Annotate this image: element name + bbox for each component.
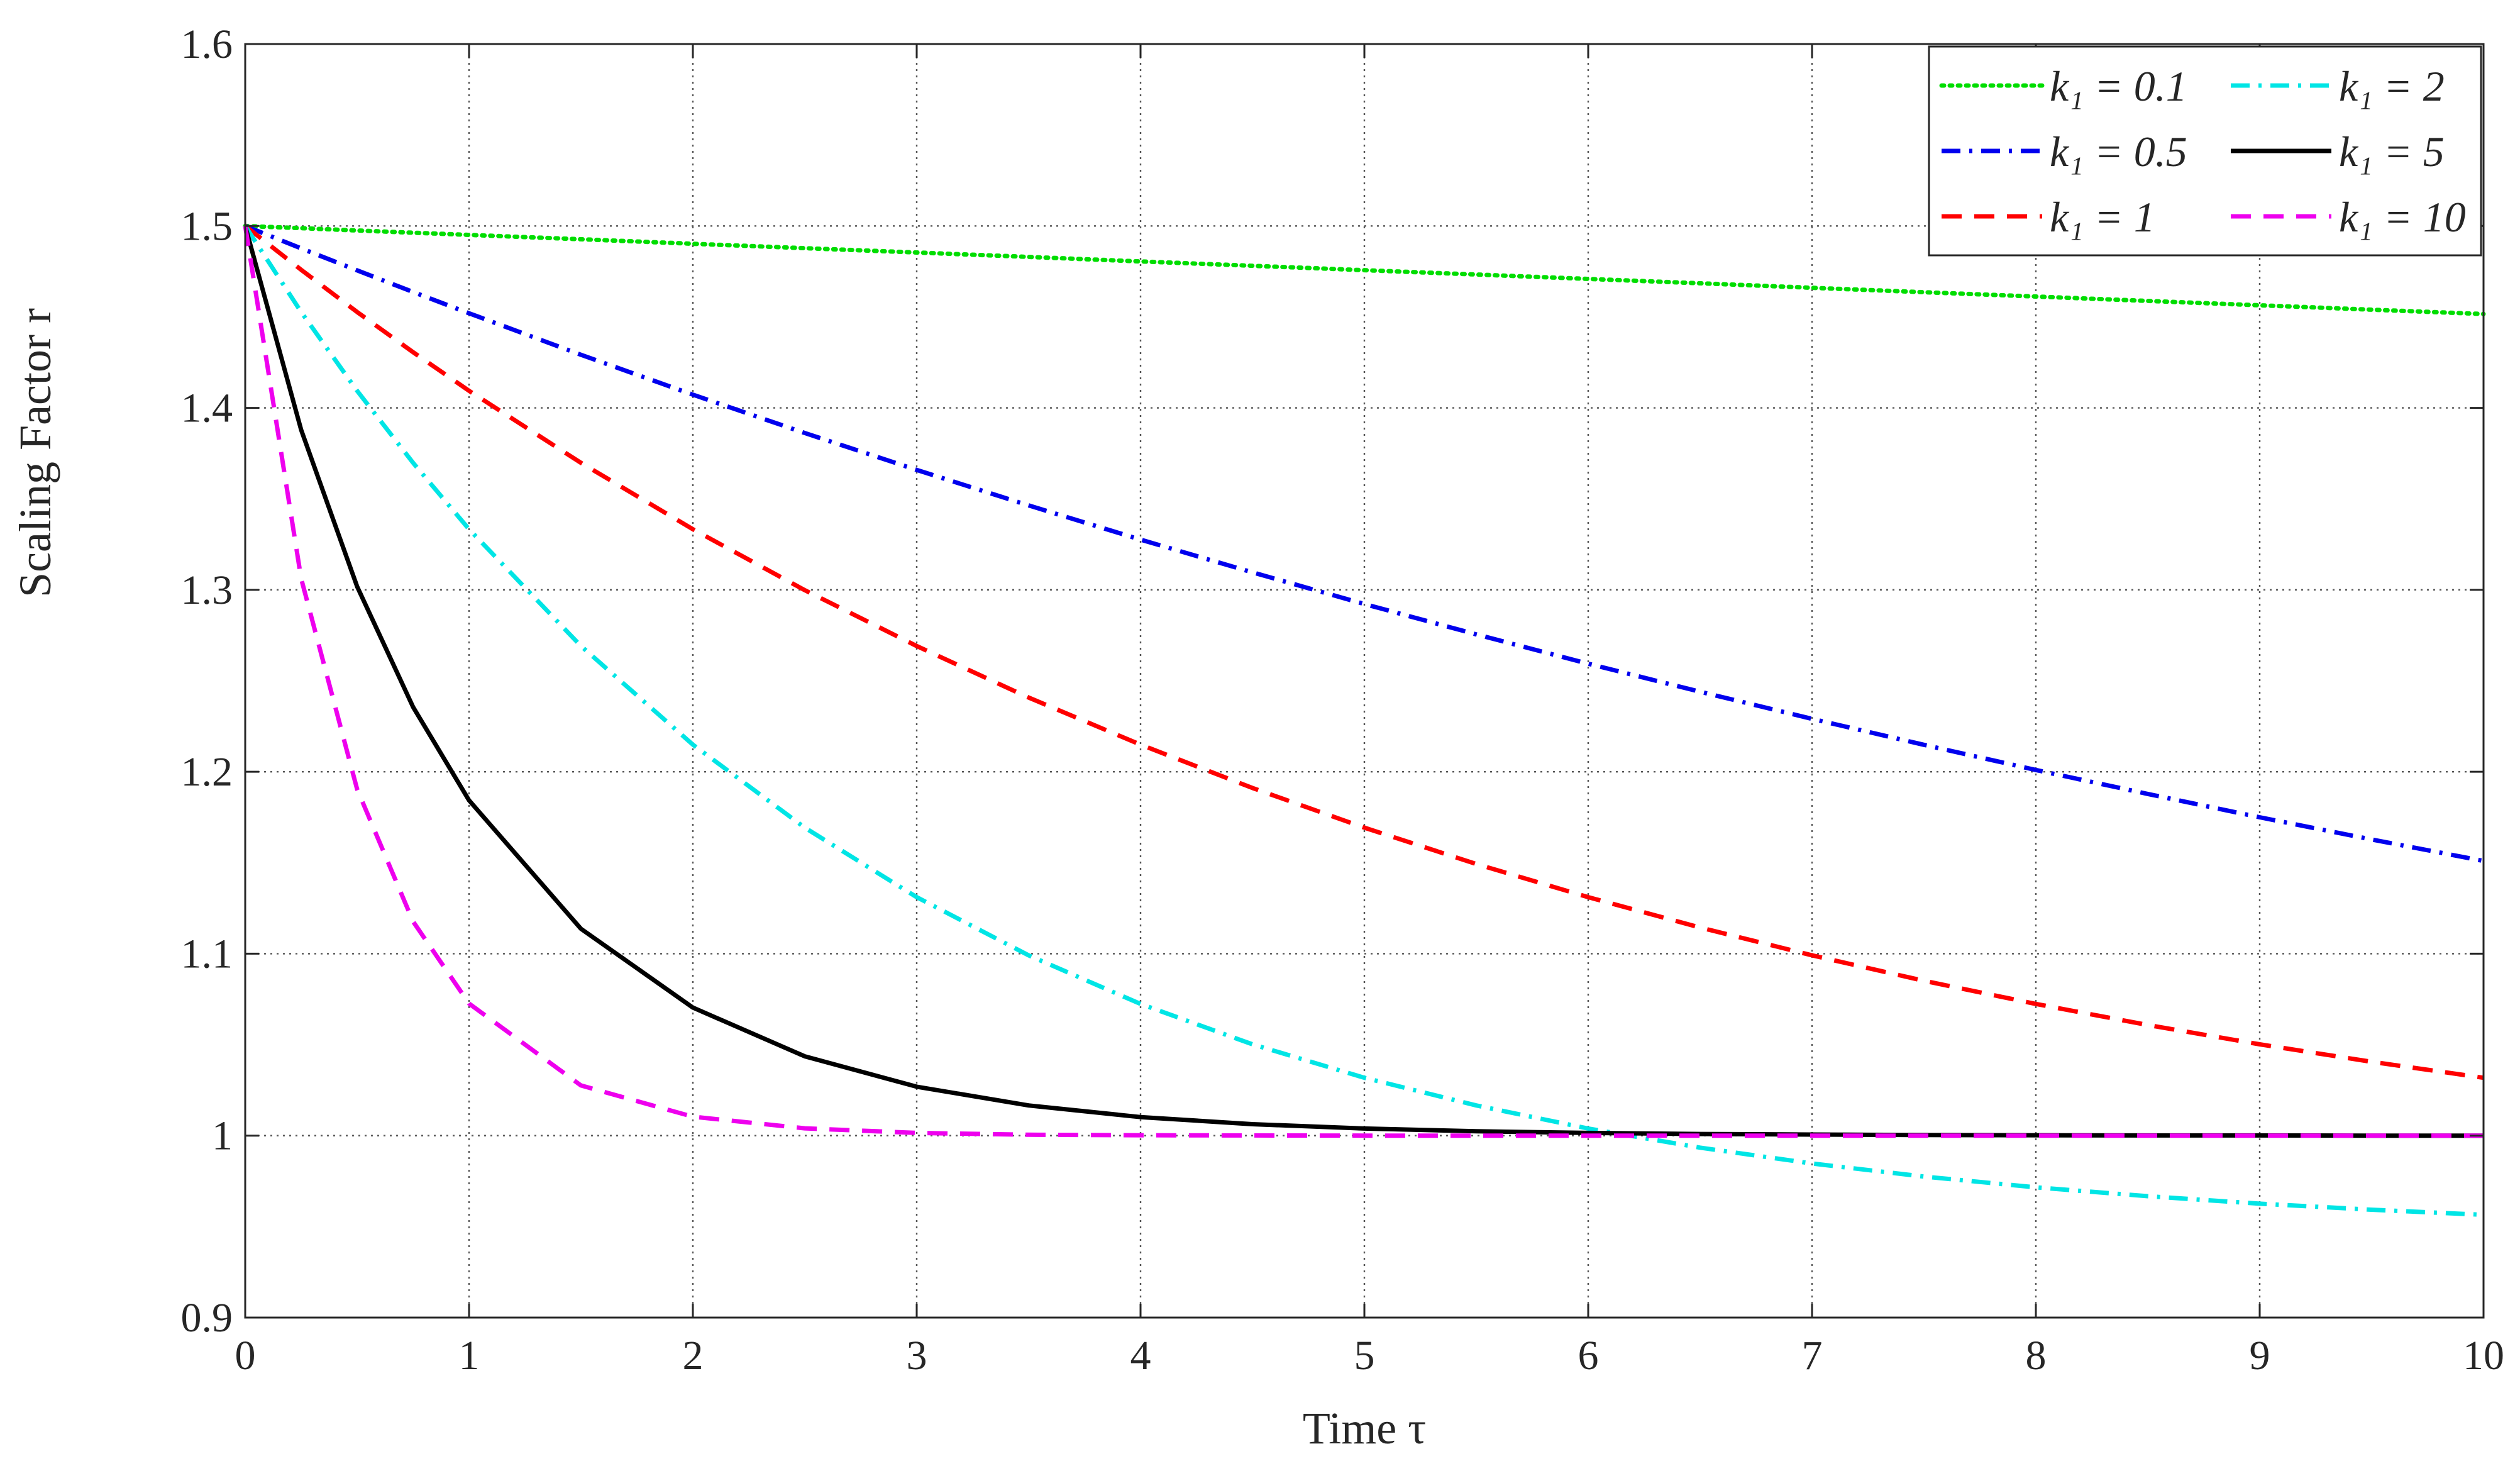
x-tick-label: 9 (2250, 1333, 2270, 1379)
x-axis-label: Time τ (1303, 1403, 1426, 1453)
legend-label: k₁ = 5 (2339, 128, 2445, 175)
series-line-3 (243, 224, 2484, 1080)
x-tick-label: 1 (459, 1333, 480, 1379)
x-tick-label: 7 (1802, 1333, 1823, 1379)
series-line-2 (244, 224, 2484, 863)
x-tick-label: 2 (683, 1333, 704, 1379)
x-tick-label: 0 (235, 1333, 256, 1379)
x-tick-label: 8 (2026, 1333, 2047, 1379)
axis-ticks: 0 1 2 3 4 5 6 7 8 9 10 0.9 1 1.1 1.2 1.3 1.4 1.5 1.6 (181, 21, 2505, 1379)
x-tick-label: 4 (1130, 1333, 1151, 1379)
y-axis-label: Scaling Factor r (10, 308, 60, 597)
legend-label: k₁ = 1 (2050, 193, 2155, 241)
series-line-1 (243, 223, 2486, 316)
y-tick-label: 1.3 (181, 567, 233, 613)
y-tick-label: 0.9 (181, 1295, 233, 1341)
y-tick-label: 1.1 (181, 931, 233, 977)
y-tick-label: 1.2 (181, 749, 233, 795)
x-tick-label: 6 (1578, 1333, 1599, 1379)
y-tick-label: 1.5 (181, 203, 233, 249)
legend-label: k₁ = 0.1 (2050, 62, 2187, 110)
y-tick-label: 1.4 (181, 386, 233, 431)
legend-label: k₁ = 2 (2339, 62, 2445, 110)
series-layer (243, 223, 2486, 1218)
legend-label: k₁ = 0.5 (2050, 128, 2187, 175)
x-tick-label: 10 (2463, 1333, 2504, 1379)
series-line-6 (243, 225, 2484, 1138)
x-tick-label: 5 (1354, 1333, 1375, 1379)
y-tick-label: 1 (212, 1113, 233, 1159)
legend: k₁ = 0.1 k₁ = 0.5 k₁ = 1 k₁ = 2 k₁ = 5 k₁ = 1… (1928, 45, 2482, 257)
legend-label: k₁ = 10 (2339, 193, 2466, 241)
x-tick-label: 3 (907, 1333, 927, 1379)
y-tick-label: 1.6 (181, 21, 233, 67)
